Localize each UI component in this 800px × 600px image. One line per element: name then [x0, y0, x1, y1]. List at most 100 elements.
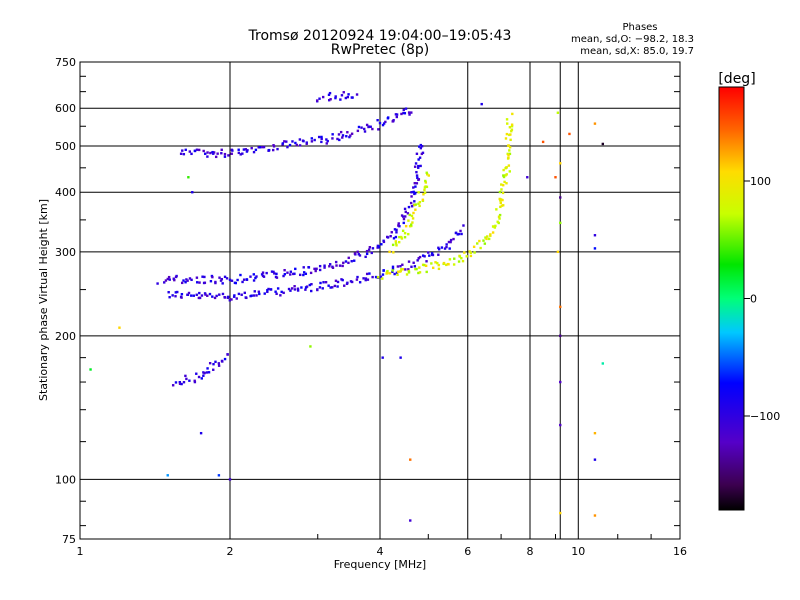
o-mode-point [414, 162, 418, 165]
o-mode-point [363, 130, 367, 133]
o-mode-point [402, 217, 406, 221]
o-mode-point [186, 279, 189, 282]
o-mode-point [182, 381, 186, 384]
x-mode-point [424, 181, 428, 184]
o-mode-point [302, 273, 305, 277]
o-mode-point [320, 135, 323, 139]
o-mode-point [287, 287, 291, 291]
o-mode-point [214, 281, 217, 285]
x-mode-point [424, 179, 427, 183]
o-mode-point [331, 137, 334, 140]
o-mode-point [265, 271, 268, 275]
o-mode-point [190, 152, 193, 156]
o-mode-point [197, 296, 201, 300]
o-mode-point [304, 286, 308, 289]
o-mode-point [206, 151, 209, 154]
o-mode-point [370, 251, 373, 255]
x-mode-point [404, 224, 408, 228]
o-mode-point [331, 266, 335, 270]
o-mode-point [289, 273, 292, 276]
o-mode-point [221, 292, 225, 296]
x-mode-point [498, 197, 501, 201]
o-mode-point [452, 237, 455, 241]
o-mode-point [296, 289, 300, 292]
o-mode-point [334, 279, 338, 282]
o-mode-point [308, 283, 311, 287]
o-mode-point [365, 272, 369, 276]
o-mode-point [281, 142, 285, 145]
o-mode-point [327, 284, 330, 287]
o-mode-point [282, 291, 285, 295]
o-mode-point [226, 295, 230, 299]
o-mode-point [339, 130, 343, 134]
o-mode-point [323, 266, 326, 269]
o-mode-point [294, 267, 297, 271]
o-mode-point [419, 164, 422, 168]
x-tick-label: 4 [377, 545, 384, 558]
x-mode-point [417, 271, 420, 275]
o-mode-point [302, 266, 305, 269]
o-mode-point [310, 140, 314, 143]
y-tick-label: 750 [55, 56, 76, 69]
o-mode-point [286, 145, 289, 149]
x-mode-point [505, 166, 508, 169]
x-mode-point [414, 267, 417, 271]
o-mode-point [289, 270, 293, 273]
x-mode-point [498, 217, 501, 220]
o-mode-point [392, 237, 396, 240]
x-mode-point [498, 190, 502, 194]
y-tick-label: 400 [55, 186, 76, 199]
x-mode-point [394, 242, 398, 245]
x-mode-point [400, 235, 403, 239]
x-mode-point [505, 118, 509, 121]
o-mode-point [206, 367, 209, 370]
x-tick-label: 16 [673, 545, 687, 558]
o-mode-point [286, 271, 289, 274]
scatter-point [554, 176, 557, 179]
o-mode-point [416, 176, 419, 180]
o-mode-point [437, 248, 441, 251]
o-mode-point [174, 291, 178, 294]
o-mode-point [237, 292, 241, 296]
o-mode-point [212, 368, 215, 371]
o-mode-point [184, 281, 187, 284]
x-mode-point [417, 202, 420, 205]
o-mode-point [179, 152, 183, 155]
colorbar-ticks: 100 0 −100 [744, 175, 780, 423]
o-mode-point [195, 372, 198, 375]
o-mode-point [334, 95, 337, 98]
scatter-point [593, 122, 597, 125]
o-mode-point [339, 98, 342, 101]
o-mode-point [182, 279, 185, 282]
x-mode-point [423, 263, 426, 267]
plot-frame [79, 61, 681, 540]
x-mode-point [376, 276, 380, 279]
x-mode-point [445, 263, 448, 267]
o-mode-point [269, 288, 273, 291]
o-mode-point [338, 138, 341, 142]
o-mode-point [236, 278, 239, 282]
x-tick-label: 1 [77, 545, 84, 558]
o-mode-point [252, 150, 256, 154]
o-mode-point [415, 152, 419, 155]
o-mode-point [365, 252, 369, 256]
x-mode-point [489, 234, 492, 237]
o-mode-point [215, 294, 218, 298]
o-mode-point [402, 108, 405, 112]
x-mode-point [501, 191, 505, 195]
o-mode-point [392, 118, 395, 122]
o-mode-point [425, 260, 428, 263]
x-mode-point [502, 174, 505, 177]
o-mode-point [184, 148, 187, 152]
x-mode-point [425, 171, 428, 174]
o-mode-point [324, 281, 328, 284]
o-mode-point [209, 279, 213, 283]
o-mode-point [346, 131, 349, 134]
o-mode-point [193, 379, 196, 382]
scatter-point [593, 234, 597, 237]
o-mode-point [192, 294, 195, 297]
o-mode-point [220, 148, 223, 152]
o-mode-point [168, 278, 171, 281]
o-mode-point [225, 277, 229, 280]
x-mode-point [469, 254, 473, 258]
